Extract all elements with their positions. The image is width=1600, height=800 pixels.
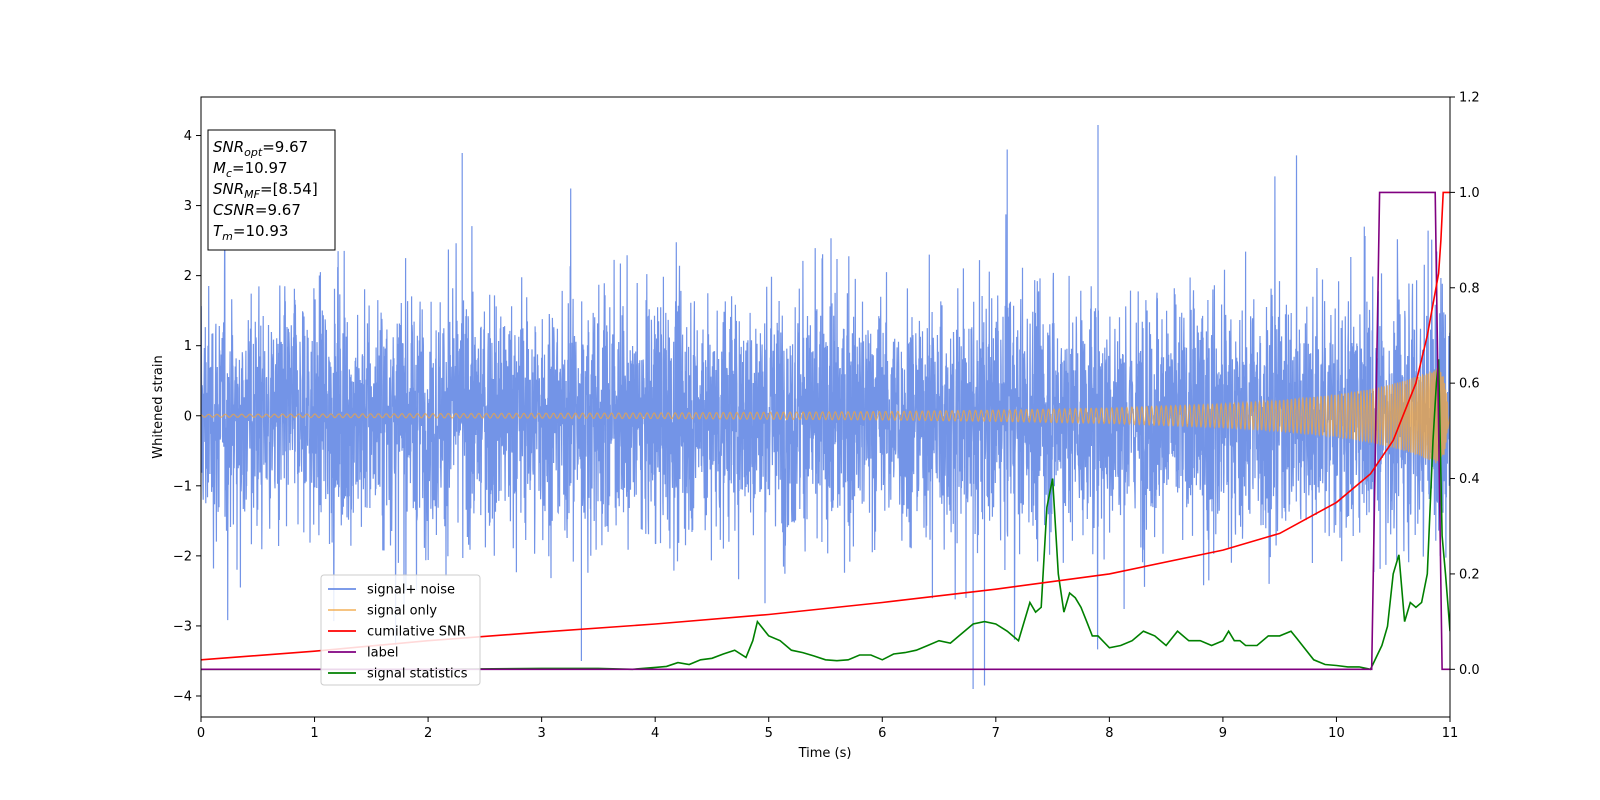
- x-tick-label: 11: [1442, 726, 1459, 741]
- y-right-tick-label: 0.0: [1459, 663, 1480, 678]
- x-tick-label: 10: [1328, 726, 1345, 741]
- y-left-tick-label: 1: [184, 339, 192, 354]
- plot-frame: [200, 96, 1451, 718]
- label-line: [201, 191, 1450, 671]
- info-line: Mc=10.97: [213, 159, 288, 180]
- y-left-tick-label: 2: [184, 269, 192, 284]
- legend: signal+ noise signal only cumilative SNR la…: [320, 574, 481, 686]
- y-right-tick-label: 0.8: [1459, 281, 1480, 296]
- cumulative-snr-line: [201, 191, 1450, 661]
- y-right-tick-label: 0.4: [1459, 472, 1480, 487]
- y-left-tick-label: −3: [173, 619, 192, 634]
- right-y-axis: 0.0 0.2 0.4 0.6 0.8 1.0 1.2: [1450, 91, 1480, 678]
- y-right-tick-label: 1.2: [1459, 91, 1480, 106]
- legend-label: signal statistics: [367, 667, 468, 682]
- x-axis-label: Time (s): [798, 746, 852, 761]
- x-tick-label: 9: [1219, 726, 1227, 741]
- y-left-tick-label: 3: [184, 199, 192, 214]
- legend-label: signal+ noise: [367, 583, 455, 598]
- x-tick-label: 5: [765, 726, 773, 741]
- signal-noise-series: [201, 125, 1450, 689]
- x-tick-label: 1: [310, 726, 318, 741]
- legend-label: signal only: [367, 604, 437, 619]
- x-tick-label: 7: [992, 726, 1000, 741]
- left-y-axis: −4 −3 −2 −1 0 1 2 3 4: [173, 129, 201, 704]
- info-box-frame: [207, 129, 336, 251]
- y-left-tick-label: −4: [173, 689, 192, 704]
- info-box: SNRopt=9.67Mc=10.97SNRMF=[8.54]CSNR=9.67…: [207, 129, 336, 251]
- signal-only-series: [201, 367, 1450, 464]
- x-tick-label: 2: [424, 726, 432, 741]
- y-left-tick-label: 0: [184, 409, 192, 424]
- y-right-tick-label: 1.0: [1459, 186, 1480, 201]
- signal-only-line: [201, 367, 1450, 464]
- y-left-tick-label: −1: [173, 479, 192, 494]
- x-tick-label: 3: [537, 726, 545, 741]
- info-line: Tm=10.93: [213, 222, 288, 243]
- legend-frame: [320, 574, 481, 686]
- x-axis: 0 1 2 3 4 5 6 7 8 9 10 11: [197, 717, 1458, 741]
- x-tick-label: 0: [197, 726, 205, 741]
- info-line: SNRopt=9.67: [213, 138, 308, 159]
- info-line: SNRMF=[8.54]: [213, 180, 318, 201]
- x-tick-label: 4: [651, 726, 659, 741]
- signal-noise-line: [201, 125, 1450, 689]
- info-line: CSNR=9.67: [213, 201, 301, 219]
- y-left-tick-label: 4: [184, 129, 192, 144]
- y-left-tick-label: −2: [173, 549, 192, 564]
- right-axis-series: [201, 191, 1450, 671]
- y-right-tick-label: 0.6: [1459, 377, 1480, 392]
- legend-label: label: [367, 646, 398, 661]
- y-right-tick-label: 0.2: [1459, 567, 1480, 582]
- x-tick-label: 8: [1105, 726, 1113, 741]
- x-tick-label: 6: [878, 726, 886, 741]
- y-axis-label: Whitened strain: [151, 355, 166, 458]
- legend-label: cumilative SNR: [367, 625, 466, 640]
